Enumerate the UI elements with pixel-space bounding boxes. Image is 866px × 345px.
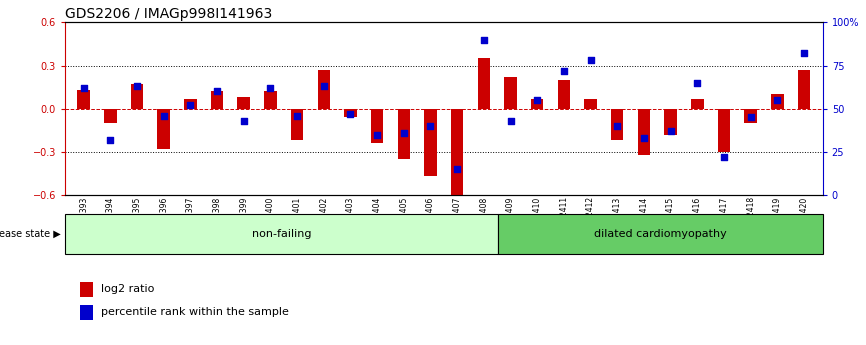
Bar [80,282,94,297]
Bar [504,77,517,109]
Point [423,123,437,129]
Text: non-failing: non-failing [252,229,311,239]
Point [344,111,358,117]
Point [584,58,598,63]
Point [370,132,384,137]
Bar [104,109,117,123]
Text: log2 ratio: log2 ratio [101,284,154,294]
Point [450,166,464,172]
Point [317,83,331,89]
Bar [531,99,544,109]
Point [530,97,544,103]
Bar [478,58,490,109]
Point [184,102,197,108]
Point [637,135,651,141]
Point [130,83,144,89]
Text: percentile rank within the sample: percentile rank within the sample [101,307,289,317]
Text: disease state ▶: disease state ▶ [0,229,61,239]
Bar [158,109,170,149]
Bar [771,94,784,109]
Point [236,118,250,124]
Point [797,51,811,56]
Point [504,118,518,124]
Point [77,85,91,91]
Bar [318,70,330,109]
Bar [397,109,410,159]
Bar [264,91,276,109]
Point [290,113,304,118]
Bar [558,80,570,109]
Bar [344,109,357,117]
Point [744,115,758,120]
Bar [664,109,677,135]
Point [557,68,571,73]
Bar [745,109,757,123]
Point [717,154,731,160]
Point [663,128,677,134]
Bar [424,109,436,176]
Text: GDS2206 / IMAGp998I141963: GDS2206 / IMAGp998I141963 [65,7,272,21]
Point [210,89,224,94]
Bar [65,214,498,254]
Text: dilated cardiomyopathy: dilated cardiomyopathy [594,229,727,239]
Bar [210,91,223,109]
Point [771,97,785,103]
Bar [451,109,463,195]
Bar [798,70,811,109]
Point [397,130,410,136]
Bar [691,99,703,109]
Point [477,37,491,42]
Bar [237,97,250,109]
Bar [611,109,624,140]
Bar [131,84,143,109]
Bar [371,109,384,143]
Bar [77,90,90,109]
Point [103,137,117,142]
Point [263,85,277,91]
Bar [184,99,197,109]
Bar [291,109,303,140]
Point [690,80,704,86]
Bar [718,109,730,152]
Bar [498,214,823,254]
Bar [585,99,597,109]
Point [611,123,624,129]
Bar [637,109,650,155]
Bar [80,305,94,320]
Point [157,113,171,118]
